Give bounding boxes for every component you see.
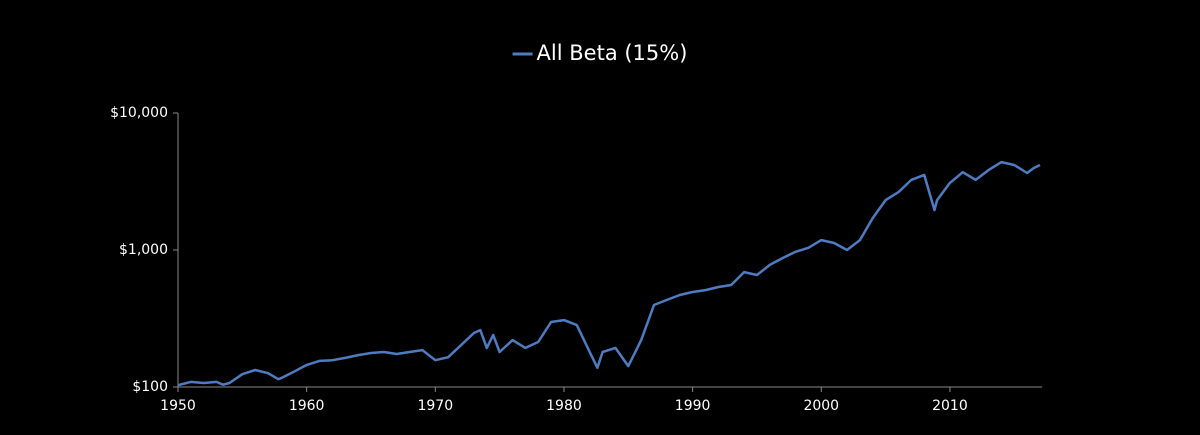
series-line xyxy=(177,160,1041,387)
legend-label: All Beta (15%) xyxy=(537,41,688,65)
y-tick-label: $1,000 xyxy=(119,242,168,258)
x-tick-label: 2010 xyxy=(932,398,968,414)
x-tick-label: 2000 xyxy=(803,398,839,414)
x-tick-label: 1980 xyxy=(546,398,582,414)
x-tick-label: 1960 xyxy=(289,398,325,414)
x-tick-label: 1970 xyxy=(417,398,453,414)
x-tick-label: 1990 xyxy=(675,398,711,414)
y-tick-label: $100 xyxy=(132,379,168,395)
x-tick-label: 1950 xyxy=(160,398,196,414)
y-tick-label: $10,000 xyxy=(110,105,168,121)
